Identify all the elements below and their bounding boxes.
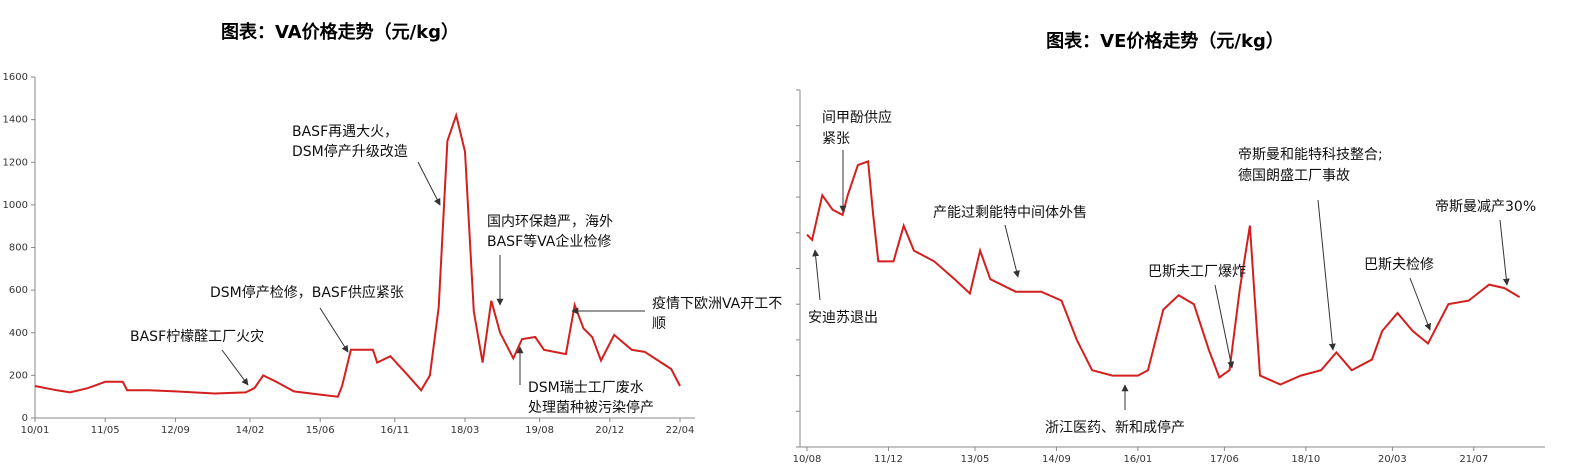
x-tick-label: 16/01	[1123, 454, 1152, 465]
annotation: BASF柠檬醛工厂火灾	[130, 328, 264, 345]
annotation: 疫情下欧洲VA开工不	[652, 296, 782, 312]
x-tick-label: 10/01	[21, 425, 50, 436]
annotation: 顺	[652, 316, 666, 332]
x-tick-label: 16/11	[380, 425, 409, 436]
annotation-arrow	[221, 349, 249, 386]
x-tick-label: 21/07	[1459, 454, 1488, 465]
annotation: 国内环保趋严，海外	[487, 214, 613, 230]
annotation: 帝斯曼和能特科技整合;	[1238, 147, 1383, 163]
annotation: DSM停产升级改造	[292, 143, 408, 160]
y-tick-label: 0	[22, 413, 28, 424]
price-line	[806, 160, 1521, 386]
annotation: 德国朗盛工厂事故	[1238, 168, 1350, 184]
annotation: 安迪苏退出	[808, 310, 878, 326]
annotation: 巴斯夫工厂爆炸	[1148, 264, 1246, 280]
annotation: DSM停产检修，BASF供应紧张	[210, 284, 404, 301]
x-tick-label: 17/06	[1210, 454, 1239, 465]
annotation-arrow	[417, 161, 441, 206]
annotation: DSM瑞士工厂废水	[528, 380, 644, 396]
annotation: 产能过剩能特中间体外售	[933, 205, 1087, 221]
x-tick-label: 20/03	[1378, 454, 1407, 465]
annotation-arrow	[1409, 277, 1432, 331]
annotation-arrow	[1317, 199, 1336, 351]
annotation: 巴斯夫检修	[1364, 257, 1434, 273]
x-tick-label: 22/04	[666, 425, 695, 436]
y-tick-label: 200	[9, 370, 28, 381]
x-tick-label: 14/02	[236, 425, 265, 436]
x-tick-label: 10/08	[793, 454, 822, 465]
x-tick-label: 20/12	[595, 425, 624, 436]
y-tick-label: 1200	[3, 157, 28, 168]
y-tick-label: 1600	[3, 72, 28, 83]
x-tick-label: 19/08	[525, 425, 554, 436]
chart-title: 图表：VA价格走势（元/kg）	[221, 21, 459, 43]
y-tick-label: 400	[9, 328, 28, 339]
annotation: BASF再遇大火，	[292, 124, 398, 140]
x-tick-label: 18/03	[451, 425, 480, 436]
chart-title: 图表：VE价格走势（元/kg）	[1046, 30, 1284, 52]
y-tick-label: 600	[9, 285, 28, 296]
y-tick-label: 1400	[3, 115, 28, 126]
annotation: 帝斯曼减产30%	[1435, 199, 1536, 215]
annotation-arrow	[1499, 219, 1510, 286]
annotation: BASF等VA企业检修	[487, 233, 611, 250]
x-tick-label: 18/10	[1291, 454, 1320, 465]
annotation-arrow	[1214, 284, 1235, 369]
annotation: 处理菌种被污染停产	[528, 399, 654, 416]
annotation: 间甲酚供应	[822, 109, 892, 126]
price-line	[34, 111, 681, 398]
x-tick-label: 14/09	[1042, 454, 1071, 465]
x-tick-label: 11/05	[91, 425, 120, 436]
annotation-arrow	[812, 249, 821, 301]
x-tick-label: 13/05	[961, 454, 990, 465]
y-tick-label: 1000	[3, 200, 28, 211]
annotation: 浙江医药、新和成停产	[1045, 419, 1185, 436]
x-tick-label: 11/12	[874, 454, 903, 465]
x-tick-label: 15/06	[306, 425, 335, 436]
x-tick-label: 12/09	[161, 425, 190, 436]
annotation-arrow	[1004, 224, 1020, 278]
annotation: 紧张	[822, 131, 850, 147]
y-tick-label: 800	[9, 243, 28, 254]
annotation-arrow	[319, 307, 349, 353]
